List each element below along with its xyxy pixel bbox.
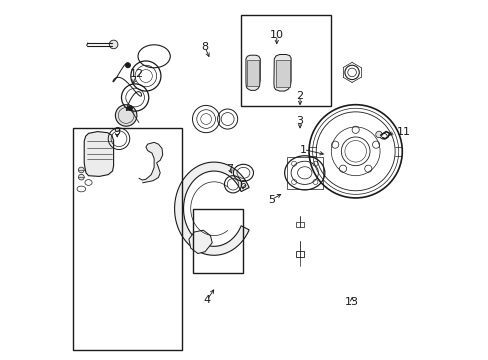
Ellipse shape [127, 106, 132, 111]
Text: 11: 11 [396, 127, 410, 136]
Bar [192, 209, 242, 273]
Bar [295, 222, 304, 226]
Ellipse shape [115, 105, 137, 126]
Text: 4: 4 [203, 295, 210, 305]
Ellipse shape [375, 131, 382, 138]
Text: 9: 9 [113, 127, 121, 136]
Text: 13: 13 [345, 297, 358, 307]
Text: 6: 6 [239, 180, 245, 190]
Text: 5: 5 [267, 195, 274, 205]
Bar [247, 60, 259, 86]
Text: 12: 12 [130, 69, 143, 79]
Ellipse shape [78, 174, 84, 180]
Text: 8: 8 [201, 42, 208, 52]
Text: 3: 3 [296, 116, 303, 126]
Bar [286, 157, 322, 189]
Polygon shape [188, 230, 212, 253]
Text: 1: 1 [300, 144, 306, 154]
Bar [295, 251, 304, 257]
Bar [241, 15, 330, 107]
Ellipse shape [78, 167, 84, 173]
Polygon shape [84, 132, 113, 176]
Polygon shape [174, 162, 249, 255]
Bar [275, 59, 289, 87]
Text: 2: 2 [296, 91, 303, 101]
Ellipse shape [109, 40, 118, 49]
Bar [73, 128, 182, 350]
Text: 10: 10 [269, 30, 283, 40]
Polygon shape [139, 142, 163, 183]
Polygon shape [273, 54, 290, 91]
Polygon shape [245, 55, 260, 90]
Text: 7: 7 [226, 164, 233, 174]
Ellipse shape [125, 63, 130, 68]
